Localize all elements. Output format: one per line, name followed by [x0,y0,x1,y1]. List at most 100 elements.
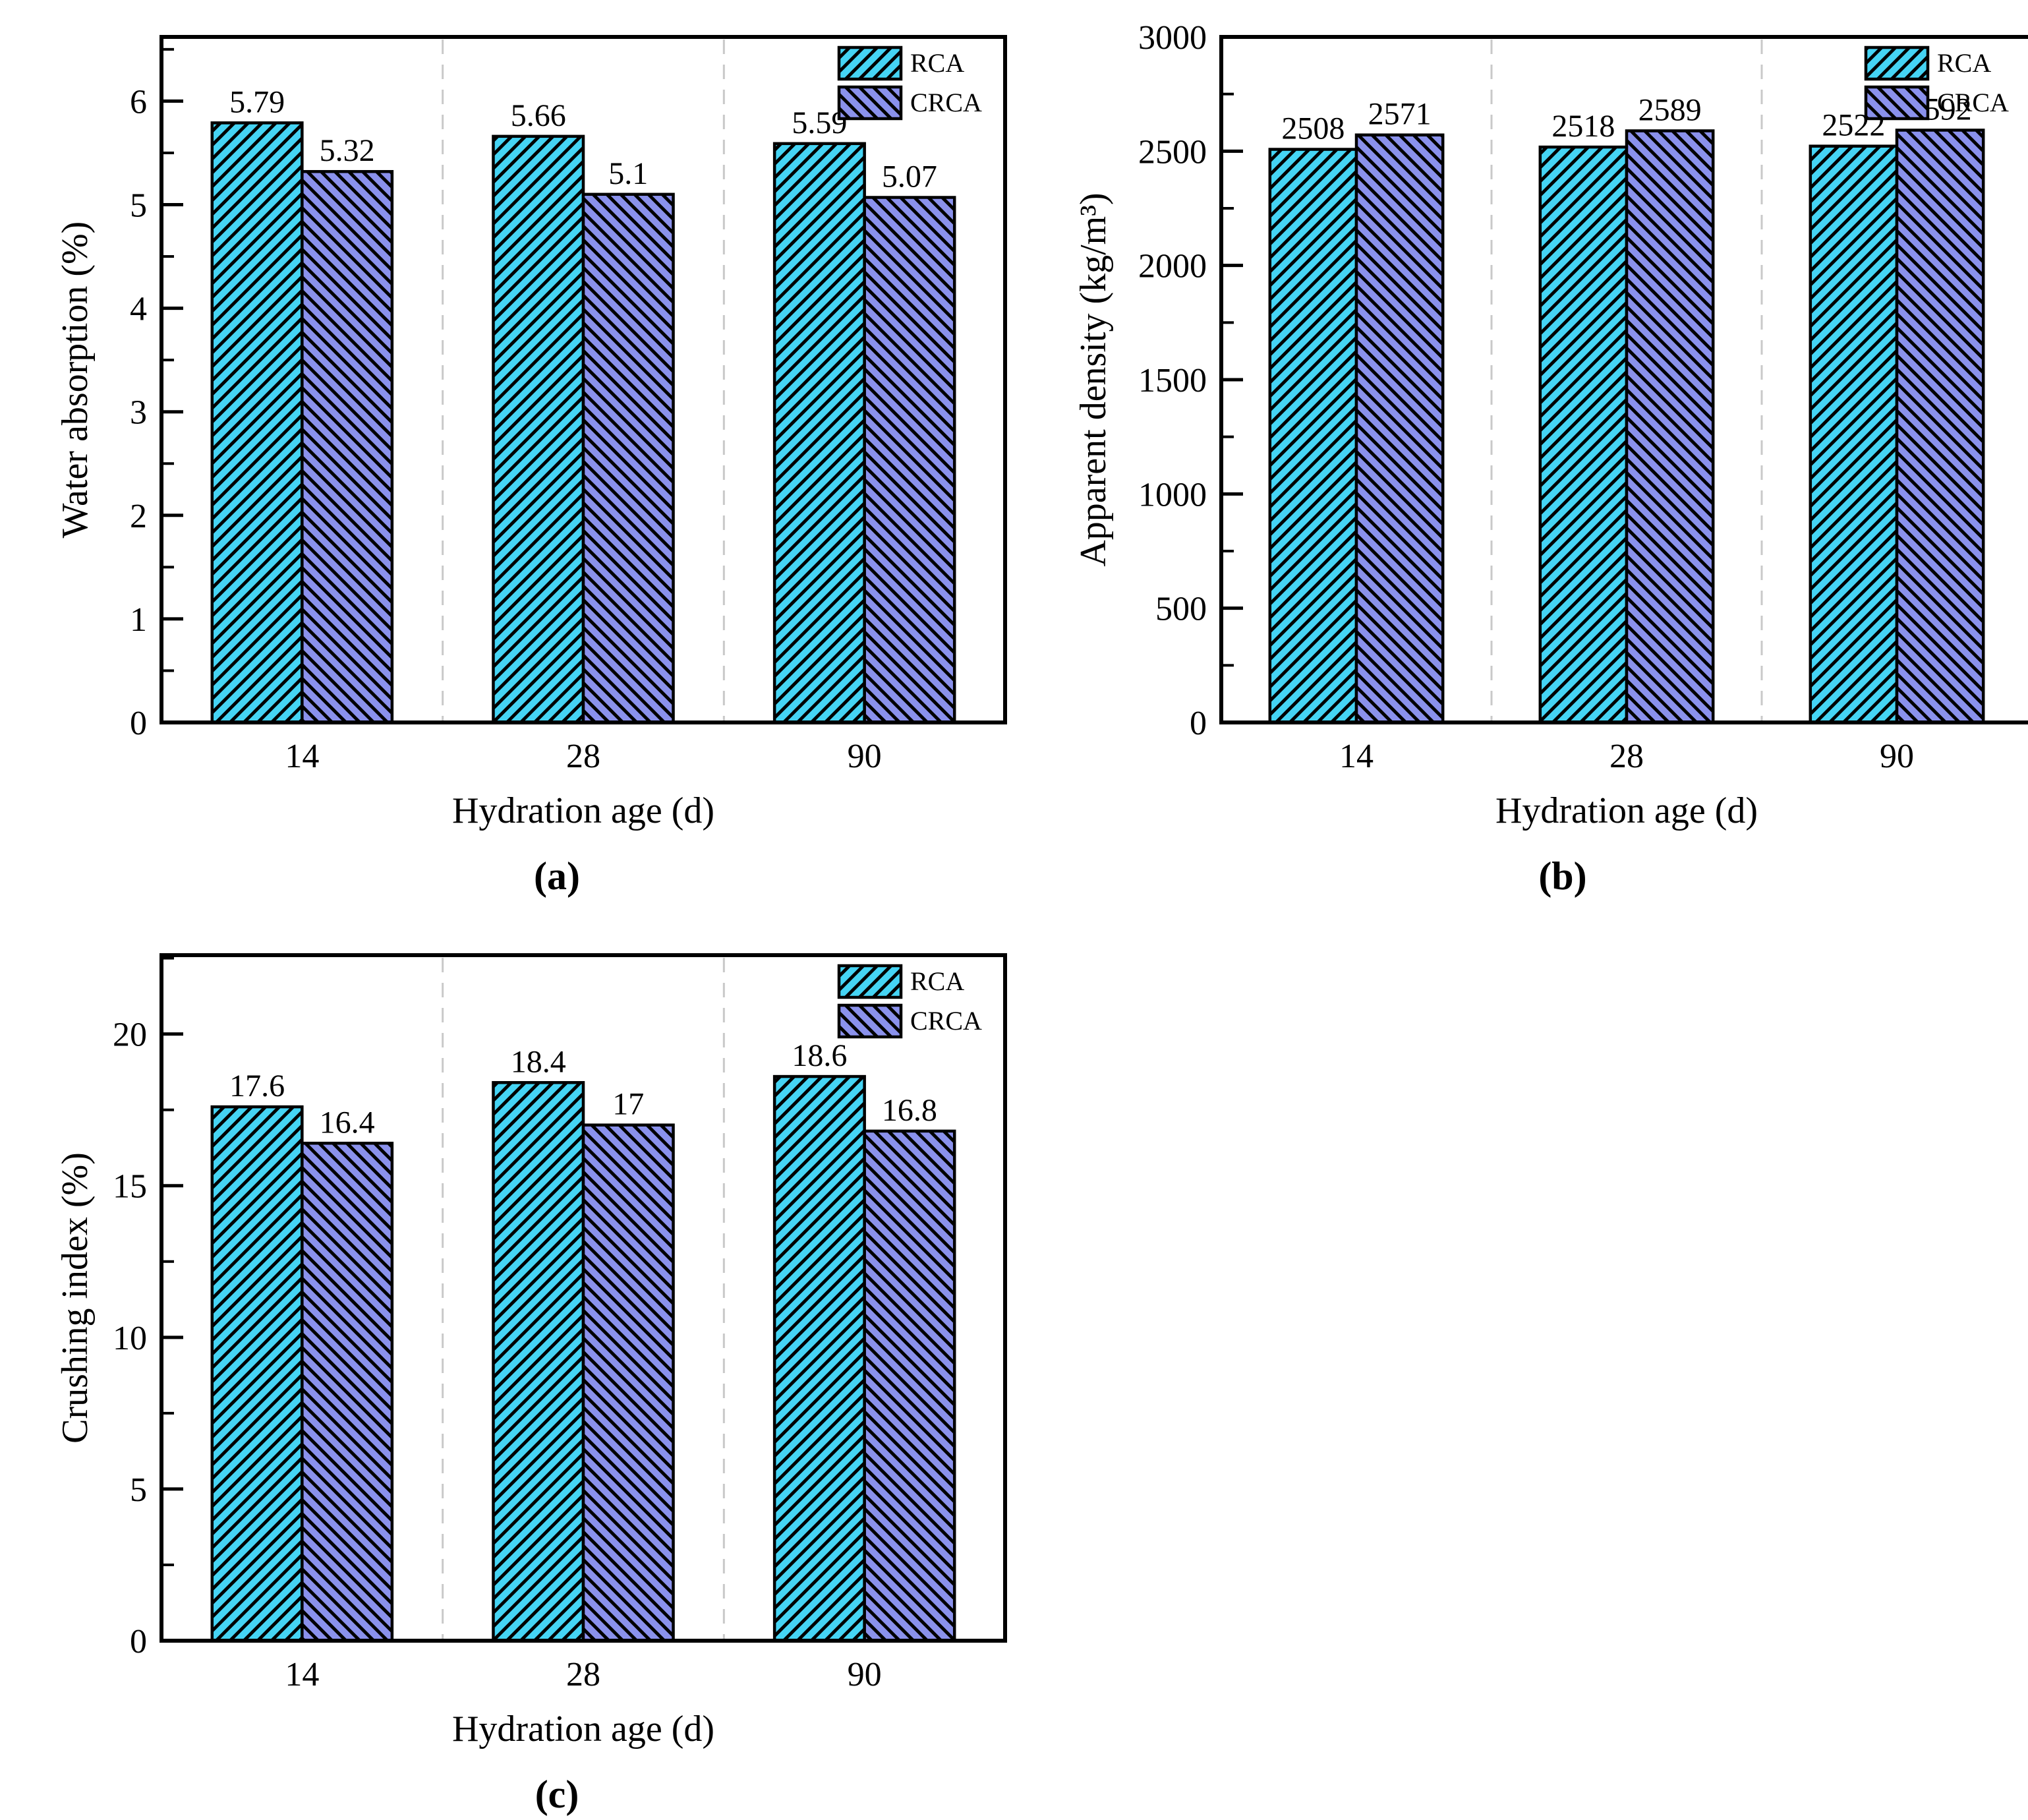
plot-frame [159,953,1007,1643]
legend-swatch-RCA [1864,45,1930,81]
bar-RCA-90 [1809,144,1899,724]
y-tick-label: 3 [130,394,147,432]
bar-RCA-28 [492,1081,585,1643]
x-axis: 14 28 90 [285,738,881,775]
plot-frame [1219,35,2028,724]
panel-label-a: (a) [534,854,580,898]
plot-frame [159,35,1007,724]
bar-value-label: 5.79 [229,84,285,119]
bar-CRCA-90 [863,1129,956,1643]
x-axis-title: Hydration age (d) [452,1709,714,1749]
y-tick-label: 5 [130,1471,147,1509]
bar-value-label: 18.6 [792,1038,847,1073]
panel-crushing-index: 17.6 18.4 18.6 16.4 17 16.8 0 5 10 15 20 14 28 90 Hydr… [53,932,1061,1818]
y-tick-label: 0 [130,1623,147,1660]
bar-value-label: 17.6 [229,1069,285,1103]
group-separators [1490,40,1763,721]
y-tick-label: 3000 [1138,19,1207,57]
x-axis-title: Hydration age (d) [452,790,714,831]
bar-CRCA-14 [1354,133,1445,724]
bar-CRCA-28 [1625,129,1715,724]
y-tick-label: 0 [1190,705,1207,742]
bar-value-label: 2518 [1551,109,1615,144]
x-axis: 14 28 90 [285,1656,881,1693]
legend-swatch-RCA [837,964,903,999]
bar-RCA-28 [1538,145,1629,724]
legend-label: RCA [910,48,964,78]
bar-CRCA-90 [1895,129,1985,724]
y-axis: 0 5 10 15 20 [113,956,183,1660]
legend-label: CRCA [910,1006,982,1036]
bar-value-label: 5.66 [511,98,566,133]
legend: RCA CRCA [837,45,982,121]
x-tick-label: 28 [1609,738,1644,775]
bar-CRCA-14 [301,1142,394,1643]
bars: 17.6 18.4 18.6 16.4 17 16.8 [210,1038,956,1643]
y-axis-title: Water absorption (%) [55,221,96,539]
legend-label: RCA [910,966,964,996]
x-tick-label: 90 [848,738,882,775]
bar-CRCA-14 [301,169,394,724]
bar-value-label: 2508 [1281,111,1345,146]
y-tick-label: 5 [130,187,147,225]
y-tick-label: 2000 [1138,248,1207,285]
x-axis: 14 28 90 [1339,738,1914,775]
y-axis-title: Crushing index (%) [55,1152,96,1444]
bar-RCA-14 [1268,148,1358,724]
y-tick-label: 0 [130,705,147,742]
bar-value-label: 5.32 [320,133,375,168]
y-tick-label: 500 [1155,591,1207,628]
x-tick-label: 14 [285,738,319,775]
y-axis: 0 500 1000 1500 2000 2500 3000 [1138,19,1243,742]
panel-label-b: (b) [1538,854,1587,898]
y-tick-label: 10 [113,1320,147,1357]
bars: 5.79 5.66 5.595.325.1 5.07 [210,84,956,724]
bar-value-label: 18.4 [511,1044,566,1079]
legend-label: RCA [1937,48,1991,78]
bar-value-label: 5.07 [882,160,937,194]
legend-swatch-CRCA [837,1003,903,1039]
bar-RCA-90 [772,1074,866,1643]
y-axis: 0 1 2 3 4 5 6 [130,47,183,742]
bar-CRCA-28 [581,192,675,724]
legend: RCA CRCA [837,964,982,1039]
group-separators [442,40,725,721]
y-tick-label: 1500 [1138,362,1207,399]
bar-value-label: 16.8 [882,1093,937,1128]
legend-label: CRCA [910,88,982,117]
y-tick-label: 6 [130,83,147,121]
group-separators [442,958,725,1639]
panel-water-absorption: 5.79 5.66 5.59 5.32 5.1 5.07 0 1 2 3 4 5 6 14 28 90 Hydr… [53,14,1061,900]
y-tick-label: 4 [130,291,147,328]
bar-RCA-90 [772,142,866,724]
bar-value-label: 2589 [1638,92,1702,127]
x-tick-label: 14 [1339,738,1374,775]
y-tick-label: 1 [130,601,147,639]
bar-CRCA-28 [581,1123,675,1643]
y-tick-label: 2 [130,498,147,535]
bar-value-label: 5.1 [608,156,648,191]
y-tick-label: 20 [113,1016,147,1054]
crushing-index-chart: 17.6 18.4 18.6 16.4 17 16.8 0 5 10 15 20 14 28 90 Hydr… [55,953,1007,1749]
legend-swatch-RCA [837,45,903,81]
bar-RCA-14 [210,121,304,724]
bar-CRCA-90 [863,196,956,724]
bar-RCA-28 [492,134,585,724]
x-axis-title: Hydration age (d) [1495,790,1758,831]
bar-value-label: 16.4 [320,1105,375,1140]
bar-RCA-14 [210,1105,304,1643]
y-tick-label: 1000 [1138,476,1207,514]
y-tick-label: 2500 [1138,133,1207,171]
x-tick-label: 90 [848,1656,882,1693]
legend-label: CRCA [1937,88,2009,117]
bar-value-label: 2571 [1368,97,1432,132]
y-axis-title: Apparent density (kg/m³) [1073,192,1114,566]
x-tick-label: 28 [566,1656,600,1693]
legend-swatch-CRCA [837,85,903,121]
panel-apparent-density: 2508 2518 2522 2571 2589 2592 0 500 1000 1500 2000… [1071,14,2028,900]
bar-value-label: 17 [612,1087,644,1122]
